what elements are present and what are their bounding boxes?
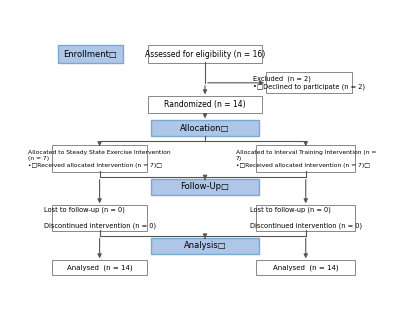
FancyBboxPatch shape: [52, 145, 147, 172]
FancyBboxPatch shape: [151, 120, 259, 137]
Text: Allocated to Steady State Exercise Intervention
(n = 7)
•□Received allocated int: Allocated to Steady State Exercise Inter…: [28, 150, 171, 168]
Text: Allocation□: Allocation□: [180, 124, 230, 133]
FancyBboxPatch shape: [256, 145, 355, 172]
Text: Analysed  (n = 14): Analysed (n = 14): [67, 265, 132, 271]
FancyBboxPatch shape: [58, 45, 122, 63]
Text: Allocated to Interval Training Intervention (n =
7)
•□Received allocated interve: Allocated to Interval Training Intervent…: [236, 150, 376, 168]
Text: Lost to follow-up (n = 0)

Discontinued intervention (n = 0): Lost to follow-up (n = 0) Discontinued i…: [250, 207, 362, 230]
FancyBboxPatch shape: [52, 260, 147, 275]
FancyBboxPatch shape: [148, 96, 262, 113]
Text: Analysis□: Analysis□: [184, 241, 226, 250]
Text: Analysed  (n = 14): Analysed (n = 14): [273, 265, 338, 271]
Text: Assessed for eligibility (n = 16): Assessed for eligibility (n = 16): [145, 50, 265, 59]
FancyBboxPatch shape: [256, 205, 355, 231]
FancyBboxPatch shape: [148, 45, 262, 63]
Text: Excluded  (n = 2)
•□Declined to participate (n = 2): Excluded (n = 2) •□Declined to participa…: [253, 76, 365, 90]
FancyBboxPatch shape: [266, 72, 352, 93]
Text: Enrollment□: Enrollment□: [64, 50, 117, 59]
Text: Randomized (n = 14): Randomized (n = 14): [164, 100, 246, 109]
FancyBboxPatch shape: [151, 179, 259, 195]
FancyBboxPatch shape: [256, 260, 355, 275]
FancyBboxPatch shape: [151, 238, 259, 254]
Text: Lost to follow-up (n = 0)

Discontinued intervention (n = 0): Lost to follow-up (n = 0) Discontinued i…: [44, 207, 156, 230]
Text: Follow-Up□: Follow-Up□: [180, 183, 230, 192]
FancyBboxPatch shape: [52, 205, 147, 231]
